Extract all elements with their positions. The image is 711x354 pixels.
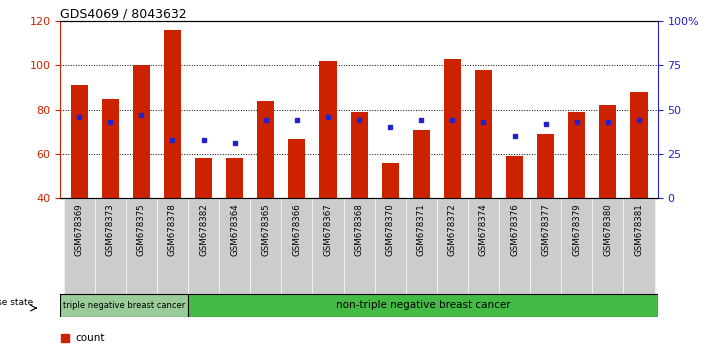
Bar xyxy=(133,65,150,198)
Text: non-triple negative breast cancer: non-triple negative breast cancer xyxy=(336,300,510,310)
Bar xyxy=(343,198,375,294)
Bar xyxy=(444,59,461,198)
Bar xyxy=(468,198,499,294)
Bar xyxy=(375,198,406,294)
Bar xyxy=(412,130,430,198)
Bar xyxy=(406,198,437,294)
Text: GSM678368: GSM678368 xyxy=(355,203,363,256)
Text: GSM678370: GSM678370 xyxy=(385,203,395,256)
Bar xyxy=(537,134,555,198)
Bar xyxy=(188,294,658,317)
Text: GSM678364: GSM678364 xyxy=(230,203,239,256)
Text: GSM678378: GSM678378 xyxy=(168,203,177,256)
Bar xyxy=(599,105,616,198)
Bar xyxy=(157,198,188,294)
Text: GSM678371: GSM678371 xyxy=(417,203,426,256)
Bar xyxy=(70,85,87,198)
Bar xyxy=(319,61,336,198)
Bar xyxy=(631,92,648,198)
Bar xyxy=(226,159,243,198)
Bar xyxy=(437,198,468,294)
Bar xyxy=(288,138,306,198)
Bar xyxy=(624,198,655,294)
Text: GSM678372: GSM678372 xyxy=(448,203,457,256)
Text: GSM678376: GSM678376 xyxy=(510,203,519,256)
Text: GDS4069 / 8043632: GDS4069 / 8043632 xyxy=(60,7,187,20)
Bar xyxy=(219,198,250,294)
Text: GSM678377: GSM678377 xyxy=(541,203,550,256)
Bar xyxy=(382,163,399,198)
Bar xyxy=(95,198,126,294)
Bar xyxy=(530,198,561,294)
Bar xyxy=(592,198,624,294)
Bar xyxy=(282,198,312,294)
Text: disease state: disease state xyxy=(0,298,33,307)
Bar xyxy=(164,30,181,198)
Bar xyxy=(102,99,119,198)
Text: GSM678381: GSM678381 xyxy=(634,203,643,256)
Text: GSM678373: GSM678373 xyxy=(106,203,114,256)
Text: GSM678374: GSM678374 xyxy=(479,203,488,256)
Text: triple negative breast cancer: triple negative breast cancer xyxy=(63,301,186,310)
Bar xyxy=(250,198,282,294)
Bar xyxy=(312,198,343,294)
Text: GSM678365: GSM678365 xyxy=(261,203,270,256)
Bar xyxy=(188,198,219,294)
Bar xyxy=(351,112,368,198)
Text: GSM678379: GSM678379 xyxy=(572,203,582,256)
Bar xyxy=(506,156,523,198)
Bar xyxy=(195,159,212,198)
Bar xyxy=(257,101,274,198)
Bar xyxy=(60,294,188,317)
Text: GSM678366: GSM678366 xyxy=(292,203,301,256)
Text: GSM678367: GSM678367 xyxy=(324,203,333,256)
Text: GSM678382: GSM678382 xyxy=(199,203,208,256)
Bar xyxy=(561,198,592,294)
Text: GSM678369: GSM678369 xyxy=(75,203,84,256)
Bar xyxy=(63,198,95,294)
Bar xyxy=(568,112,585,198)
Text: GSM678380: GSM678380 xyxy=(604,203,612,256)
Bar xyxy=(499,198,530,294)
Text: GSM678375: GSM678375 xyxy=(137,203,146,256)
Bar xyxy=(126,198,157,294)
Text: count: count xyxy=(75,333,105,343)
Bar xyxy=(475,70,492,198)
